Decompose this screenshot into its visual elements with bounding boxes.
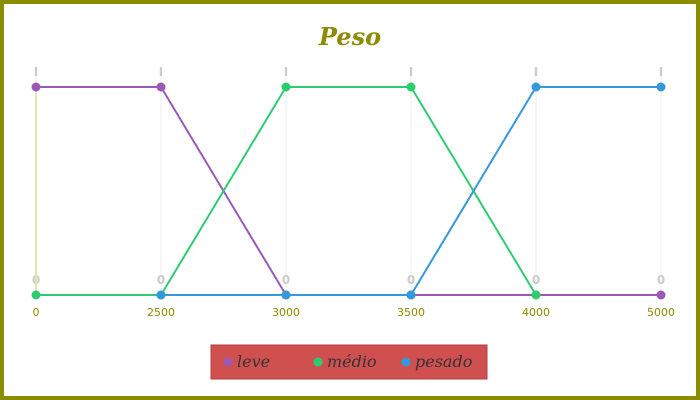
x-tick-label: 5000	[647, 306, 675, 319]
legend-box	[210, 344, 488, 380]
y-bottom-tick-label: 0	[532, 273, 540, 287]
point-medio[interactable]	[531, 290, 541, 300]
point-medio[interactable]	[406, 82, 416, 92]
legend-label-medio[interactable]: médio	[327, 352, 377, 371]
x-tick-label: 4000	[522, 306, 550, 319]
x-tick-label: 3000	[272, 306, 300, 319]
point-pesado[interactable]	[281, 290, 291, 300]
y-top-tick-label: I	[534, 65, 538, 79]
series-layer	[36, 86, 661, 296]
point-pesado[interactable]	[656, 82, 666, 92]
y-top-tick-label: I	[284, 65, 288, 79]
point-medio[interactable]	[281, 82, 291, 92]
point-pesado[interactable]	[156, 290, 166, 300]
point-pesado[interactable]	[406, 290, 416, 300]
y-bottom-tick-label: 0	[407, 273, 415, 287]
legend-marker-leve	[223, 357, 233, 367]
x-tick-labels: 0 2500 3000 3500 4000 5000	[33, 306, 676, 319]
grid-layer: I0I0I0I0I0I0	[32, 65, 665, 295]
point-medio[interactable]	[31, 290, 41, 300]
x-tick-label: 2500	[147, 306, 175, 319]
series-line-leve	[36, 86, 661, 296]
x-tick-label: 0	[33, 306, 40, 319]
y-bottom-tick-label: 0	[157, 273, 165, 287]
legend-marker-medio	[313, 357, 323, 367]
point-leve[interactable]	[656, 290, 666, 300]
y-top-tick-label: I	[159, 65, 163, 79]
point-leve[interactable]	[156, 82, 166, 92]
y-bottom-tick-label: 0	[282, 273, 290, 287]
legend: leve médio pesado	[210, 344, 488, 380]
y-top-tick-label: I	[409, 65, 413, 79]
x-tick-label: 3500	[397, 306, 425, 319]
point-leve[interactable]	[31, 82, 41, 92]
legend-marker-pesado	[401, 357, 411, 367]
legend-label-leve[interactable]: leve	[237, 352, 270, 371]
chart-title: Peso	[318, 22, 381, 51]
y-bottom-tick-label: 0	[657, 273, 665, 287]
point-pesado[interactable]	[531, 82, 541, 92]
legend-label-pesado[interactable]: pesado	[415, 352, 472, 371]
y-top-tick-label: I	[659, 65, 663, 79]
y-top-tick-label: I	[34, 65, 38, 79]
marker-layer	[31, 82, 666, 300]
